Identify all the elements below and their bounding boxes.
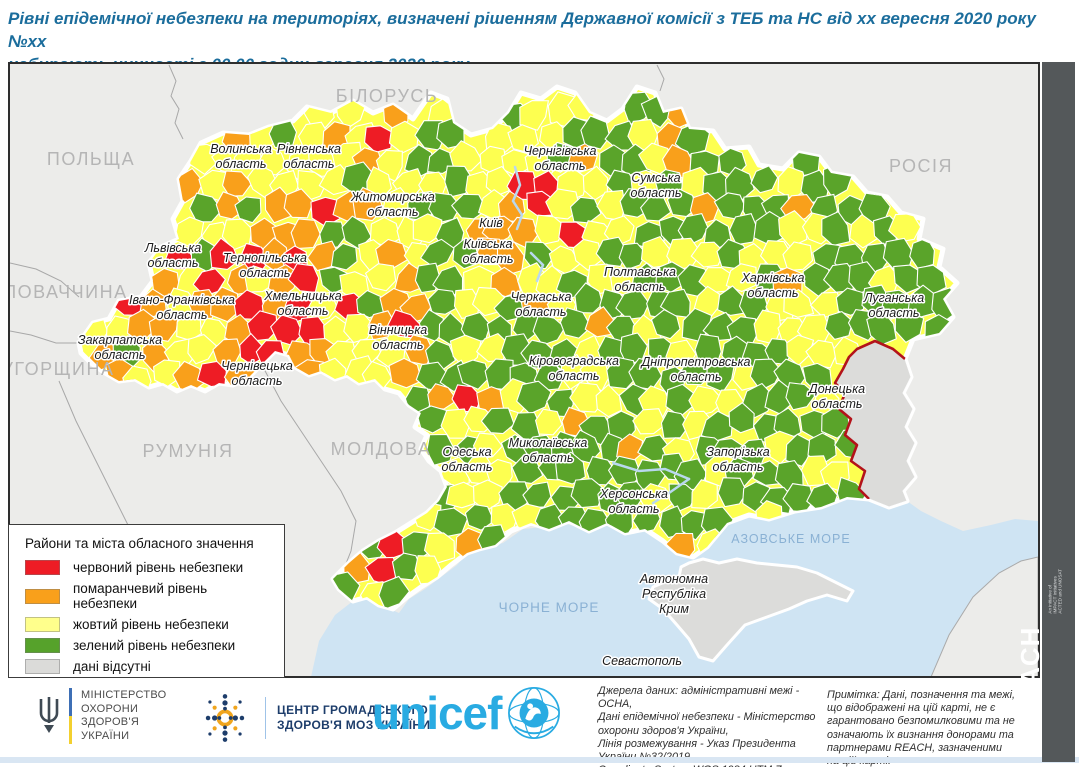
tryzub-icon	[39, 697, 59, 733]
oblast-label: Волинська область	[210, 142, 272, 171]
country-border	[10, 262, 80, 298]
legend-label-green: зелений рівень небезпеки	[73, 638, 236, 653]
country-label: РУМУНІЯ	[143, 441, 234, 461]
map-title-line1: Рівні епідемічної небезпеки на територія…	[8, 9, 1036, 51]
legend-item-orange: помаранчевий рівень небезпеки	[25, 581, 270, 611]
footer: МІНІСТЕРСТВО ОХОРОНИ ЗДОРОВ'Я УКРАЇНИ ЦЕНТР…	[0, 680, 1041, 767]
oblast-label: Дніпропетровська область	[639, 355, 750, 384]
legend-title: Райони та міста обласного значення	[25, 536, 254, 551]
flag-bar-icon	[69, 688, 72, 744]
raion-mosaic	[79, 90, 957, 609]
reach-logo: REACH	[1015, 626, 1045, 724]
oblast-label: Херсонська область	[599, 487, 668, 516]
oblast-label: Київська область	[463, 237, 514, 266]
oblast-label: Тернопільська область	[223, 251, 307, 280]
ministry-title: МІНІСТЕРСТВО ОХОРОНИ ЗДОРОВ'Я УКРАЇНИ	[81, 689, 167, 742]
oblast-label: Сумська область	[631, 171, 682, 200]
map-title: Рівні епідемічної небезпеки на територія…	[0, 0, 1079, 74]
river	[511, 165, 524, 231]
oblast-label: Черкаська область	[511, 290, 572, 319]
phc-dots-icon	[205, 694, 245, 742]
divider	[265, 697, 266, 739]
oblast-label: Кіровоградська область	[529, 354, 619, 383]
oblast-label: Київ	[479, 216, 503, 230]
river	[529, 251, 545, 283]
country-label: ПОЛЬЩА	[47, 149, 135, 169]
country-label: РОСІЯ	[889, 156, 953, 176]
country-label: СЛОВАЧЧИНА	[10, 282, 128, 302]
oblast-label: Севастополь	[602, 654, 682, 668]
country-label: УГОРЩИНА	[10, 359, 115, 379]
legend-label-orange: помаранчевий рівень небезпеки	[73, 581, 208, 611]
legend-label-yellow: жовтий рівень небезпеки	[73, 617, 229, 632]
oblast-label: Івано-Франківська область	[129, 293, 235, 322]
phc-title: ЦЕНТР ГРОМАДСЬКОГО ЗДОРОВ'Я МОЗ УКРАЇНИ	[277, 703, 431, 732]
bottom-accent-strip	[0, 757, 1079, 763]
country-border	[10, 330, 79, 344]
oblast-label: Харківська область	[741, 271, 805, 300]
oblast-label: Чернівецька область	[221, 359, 293, 388]
oblast-label: Миколаївська область	[509, 436, 588, 465]
legend: Райони та міста обласного значення черво…	[8, 524, 285, 678]
data-sources-text: Джерела даних: адміністративні межі - ОС…	[598, 685, 816, 767]
unicef-wordmark: unicef	[372, 687, 502, 739]
contact-line	[833, 339, 906, 500]
sea-label: АЗОВСЬКЕ МОРЕ	[731, 532, 850, 546]
unicef-emblem-icon	[508, 687, 561, 739]
legend-item-yellow: жовтий рівень небезпеки	[25, 617, 270, 632]
river	[611, 461, 691, 481]
oblast-label: Хмельницька область	[263, 289, 342, 318]
red-level-swatch	[25, 560, 60, 575]
country-border	[656, 64, 665, 92]
disclaimer-note: Примітка: Дані, позначення та межі, що ві…	[827, 689, 1015, 767]
crimea-nodata	[647, 557, 855, 663]
legend-label-nodata: дані відсутні	[73, 659, 151, 674]
oblast-label: Одеська область	[442, 445, 493, 474]
nodata-swatch	[25, 659, 60, 674]
map-canvas: ПОЛЬЩА БІЛОРУСЬ РОСІЯ СЛОВАЧЧИНА УГОРЩИНА РУМ…	[8, 62, 1040, 678]
country-label: БІЛОРУСЬ	[336, 86, 438, 106]
oblast-label: Донецька область	[807, 382, 865, 411]
orange-level-swatch	[25, 588, 60, 604]
oblast-label: Львівська область	[144, 241, 201, 270]
legend-item-red: червоний рівень небезпеки	[25, 560, 270, 575]
oblast-label: Рівненська область	[277, 142, 341, 171]
legend-label-red: червоний рівень небезпеки	[73, 560, 244, 575]
public-health-center-logo: ЦЕНТР ГРОМАДСЬКОГО ЗДОРОВ'Я МОЗ УКРАЇНИ	[196, 686, 430, 750]
yellow-level-swatch	[25, 617, 60, 632]
oblast-label: Полтавська область	[604, 265, 676, 294]
legend-item-nodata: дані відсутні	[25, 659, 270, 674]
reach-sidebar: An initiative of IMPACT Initiatives ACTED …	[1015, 62, 1075, 762]
taman-land	[930, 556, 1038, 676]
green-level-swatch	[25, 638, 60, 653]
ukraine-epidemic-map: ПОЛЬЩА БІЛОРУСЬ РОСІЯ СЛОВАЧЧИНА УГОРЩИНА РУМ…	[10, 64, 1038, 676]
oblast-label: Автономна Республіка Крим	[639, 572, 708, 616]
oblast-label: Вінницька область	[369, 323, 427, 352]
sea-label: ЧОРНЕ МОРЕ	[499, 600, 600, 615]
river	[651, 477, 691, 505]
oblast-label: Луганська область	[863, 291, 924, 320]
ministry-of-health-logo: МІНІСТЕРСТВО ОХОРОНИ ЗДОРОВ'Я УКРАЇНИ	[36, 688, 167, 744]
unicef-logo: unicef	[372, 686, 561, 740]
country-border	[168, 64, 184, 140]
oblast-label: Запорізька область	[706, 445, 769, 474]
oblast-label: Житомирська область	[350, 190, 435, 219]
oblast-label: Закарпатська область	[78, 333, 162, 362]
oblast-label: Чернігівська область	[524, 144, 597, 173]
legend-item-green: зелений рівень небезпеки	[25, 638, 270, 653]
reach-tagline: An initiative of IMPACT Initiatives ACTED …	[1047, 569, 1063, 614]
country-label: МОЛДОВА	[331, 439, 432, 459]
